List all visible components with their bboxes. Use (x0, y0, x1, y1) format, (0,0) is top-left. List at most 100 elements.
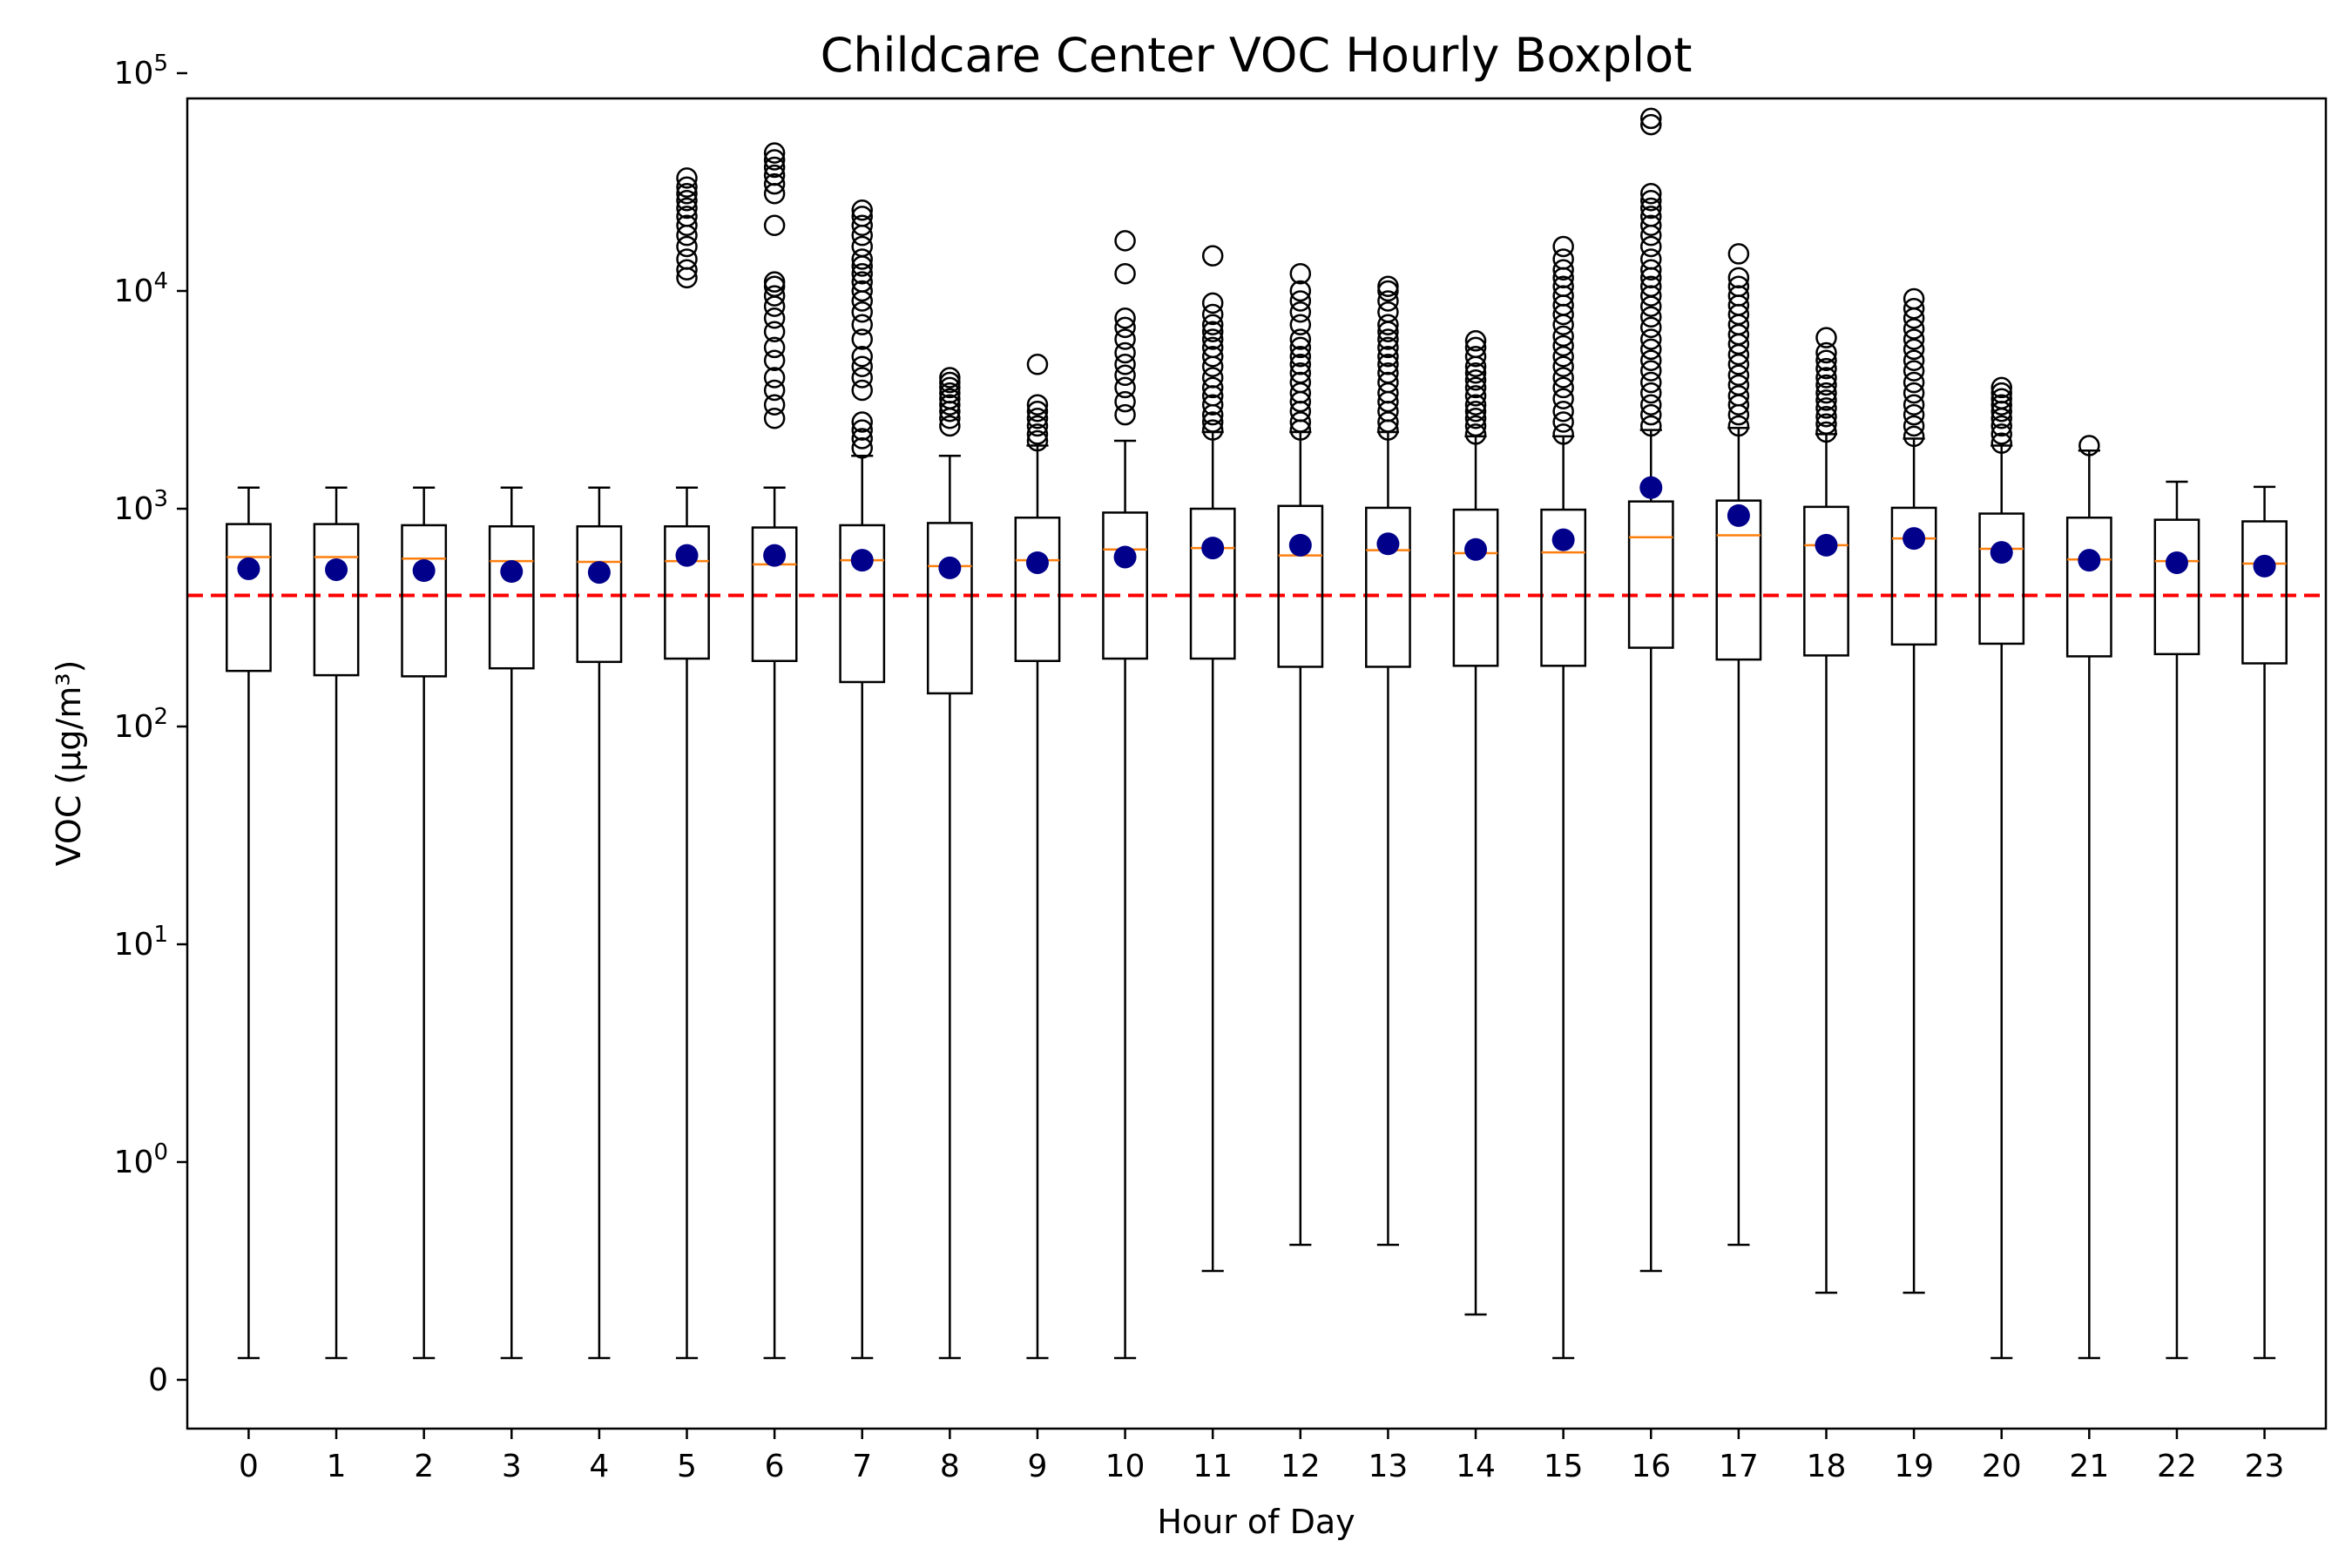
outlier-point (1114, 316, 1136, 339)
outlier-point (1552, 376, 1574, 399)
outlier-point (1464, 400, 1487, 422)
box-hour-21 (2065, 435, 2112, 1360)
y-tick-label: 103 (114, 486, 168, 527)
outlier-point (1640, 275, 1662, 297)
outlier-point (1289, 328, 1312, 350)
outlier-point (1289, 280, 1312, 302)
outlier-point (939, 394, 961, 416)
outlier-point (1201, 394, 1224, 416)
mean-point (1903, 527, 1926, 551)
outlier-point (1815, 405, 1837, 428)
outlier-point (763, 349, 786, 371)
outlier-point (1815, 397, 1837, 419)
box-hour-17 (1715, 243, 1762, 1247)
outlier-point (1026, 354, 1049, 375)
outlier-point (1114, 230, 1136, 252)
iqr-box (1715, 499, 1762, 661)
iqr-box (1102, 511, 1148, 660)
outlier-point (1377, 275, 1399, 297)
iqr-box (1803, 505, 1849, 657)
outlier-point (1026, 394, 1049, 416)
outlier-point (1640, 206, 1662, 227)
outlier-point (1727, 243, 1750, 265)
outlier-point (763, 142, 786, 164)
outlier-point (1640, 182, 1662, 205)
outlier-point (851, 271, 873, 293)
y-tick-label: 100 (114, 1139, 168, 1180)
outlier-point (851, 248, 873, 270)
outlier-point (1903, 287, 1925, 310)
outlier-point (1201, 376, 1224, 399)
y-tick-label: 104 (114, 268, 168, 309)
mean-point (1727, 504, 1750, 527)
outlier-point (763, 214, 786, 236)
outlier-point (851, 355, 873, 377)
iqr-box (1189, 507, 1236, 660)
outlier-point (1201, 292, 1224, 314)
outlier-point (1114, 328, 1136, 350)
iqr-box (2241, 520, 2288, 665)
outlier-point (676, 259, 698, 281)
x-tick-label: 2 (414, 1449, 434, 1484)
outlier-point (763, 172, 786, 195)
mean-point (2078, 549, 2101, 572)
outlier-point (1464, 376, 1487, 399)
outlier-point (1727, 285, 1750, 307)
outlier-point (939, 415, 961, 437)
outlier-point (1201, 411, 1224, 433)
outlier-point (763, 321, 786, 343)
mean-point (850, 549, 874, 572)
outlier-point (1289, 262, 1312, 285)
outlier-point (1377, 411, 1399, 433)
box-hour-18 (1803, 327, 1849, 1294)
outlier-point (1815, 327, 1837, 348)
outlier-point (676, 176, 698, 198)
outlier-point (1377, 301, 1399, 323)
iqr-box (488, 524, 535, 670)
outlier-point (1464, 415, 1487, 437)
mean-point (1025, 551, 1049, 574)
mean-point (2253, 554, 2276, 578)
outlier-point (1903, 425, 1925, 448)
outlier-point (1552, 367, 1574, 389)
outlier-point (1201, 321, 1224, 343)
iqr-box (313, 523, 360, 677)
outlier-point (1201, 245, 1224, 267)
outlier-point (1903, 328, 1925, 350)
outlier-point (1727, 374, 1750, 396)
outlier-point (1289, 336, 1312, 359)
outlier-point (1026, 400, 1049, 422)
iqr-box (926, 522, 973, 695)
box-hour-7 (839, 199, 886, 1360)
box-hour-1 (313, 486, 360, 1360)
outlier-point (763, 394, 786, 416)
outlier-point (1552, 423, 1574, 445)
x-tick-label: 5 (677, 1449, 697, 1484)
outlier-point (1114, 403, 1136, 426)
outlier-point (1640, 371, 1662, 394)
outlier-point (1990, 382, 2012, 404)
outlier-point (1640, 197, 1662, 220)
outlier-point (1552, 411, 1574, 433)
outlier-point (676, 167, 698, 189)
outlier-point (1990, 394, 2012, 416)
outlier-point (939, 382, 961, 404)
outlier-point (1903, 360, 1925, 382)
box-hour-23 (2241, 485, 2288, 1360)
outlier-point (1026, 408, 1049, 429)
mean-point (412, 558, 436, 582)
outlier-point (1377, 346, 1399, 368)
x-tick-label: 3 (502, 1449, 522, 1484)
outlier-point (1464, 394, 1487, 416)
outlier-point (676, 190, 698, 212)
outlier-point (1464, 336, 1487, 359)
outlier-point (1201, 346, 1224, 368)
outlier-point (1552, 285, 1574, 307)
mean-point (1113, 545, 1137, 569)
outlier-point (1903, 349, 1925, 371)
outlier-point (1815, 367, 1837, 389)
outlier-point (1727, 275, 1750, 297)
outlier-point (763, 408, 786, 429)
outlier-point (1289, 411, 1312, 433)
